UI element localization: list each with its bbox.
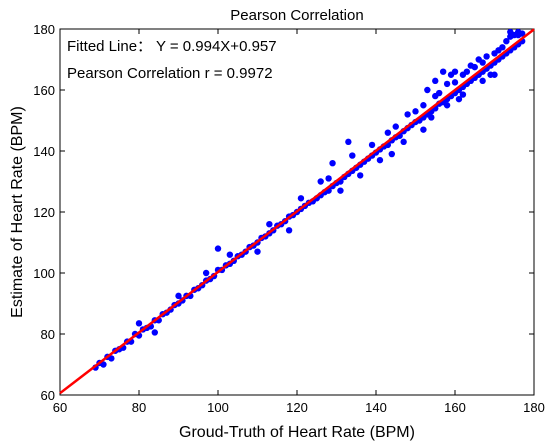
- data-point: [254, 248, 261, 255]
- data-point: [459, 71, 467, 78]
- data-point: [285, 227, 293, 234]
- data-point: [412, 108, 419, 115]
- data-point: [432, 92, 439, 100]
- data-point: [503, 38, 510, 45]
- y-tick-label: 180: [33, 22, 55, 37]
- x-tick-label: 160: [444, 400, 466, 415]
- data-point: [297, 195, 305, 202]
- data-point: [368, 141, 376, 149]
- data-point: [349, 152, 356, 159]
- x-tick-label: 120: [286, 400, 308, 415]
- data-point: [420, 102, 427, 109]
- data-point: [337, 187, 344, 194]
- y-tick-label: 140: [33, 144, 55, 159]
- data-point: [317, 178, 324, 185]
- data-point: [135, 320, 143, 327]
- data-point: [226, 251, 234, 258]
- data-point: [329, 160, 336, 167]
- data-point: [518, 30, 526, 37]
- data-point: [467, 62, 474, 69]
- pearson-r-annotation: Pearson Correlation r = 0.9972: [67, 65, 273, 82]
- data-point: [345, 138, 352, 146]
- data-point: [495, 47, 502, 54]
- data-point: [108, 355, 115, 362]
- data-point: [214, 245, 222, 252]
- data-point: [392, 123, 399, 130]
- data-point: [443, 102, 451, 109]
- data-point: [384, 129, 392, 136]
- data-point: [479, 77, 486, 85]
- data-point: [439, 68, 447, 75]
- data-point: [420, 126, 427, 133]
- data-point: [451, 79, 459, 86]
- data-point: [483, 53, 490, 60]
- fitted-line-annotation: Fitted Line： Y = 0.994X+0.957: [67, 38, 277, 55]
- data-point: [404, 111, 411, 118]
- data-point: [428, 114, 435, 121]
- y-tick-label: 80: [41, 327, 55, 342]
- chart-title: Pearson Correlation: [230, 7, 363, 24]
- x-tick-label: 140: [365, 400, 387, 415]
- x-tick-label: 60: [53, 400, 67, 415]
- data-point: [507, 28, 514, 36]
- x-tick-label: 100: [207, 400, 229, 415]
- data-point: [479, 59, 486, 66]
- x-tick-label: 180: [523, 400, 545, 415]
- data-point: [357, 172, 364, 179]
- data-point: [459, 91, 467, 98]
- y-tick-label: 60: [41, 388, 55, 403]
- data-point: [432, 77, 439, 85]
- data-point: [175, 292, 182, 300]
- y-axis-title: Estimate of Heart Rate (BPM): [9, 106, 26, 318]
- axis-ticks: 60 80 100 120 140 160 180 60 80 100 120 140 160 180: [33, 22, 545, 415]
- data-point: [451, 68, 459, 75]
- y-tick-label: 120: [33, 205, 55, 220]
- x-tick-label: 80: [132, 400, 146, 415]
- fitted-line: [59, 28, 535, 395]
- data-point: [424, 86, 431, 94]
- data-point: [455, 95, 463, 103]
- data-point: [151, 329, 158, 336]
- data-point: [388, 150, 395, 158]
- data-point: [325, 175, 332, 182]
- data-point: [487, 71, 494, 78]
- data-point: [266, 221, 273, 228]
- x-axis-title: Groud-Truth of Heart Rate (BPM): [179, 424, 415, 441]
- data-point: [376, 156, 384, 164]
- y-tick-label: 160: [33, 83, 55, 98]
- data-point: [202, 269, 210, 277]
- data-point: [400, 138, 407, 146]
- y-tick-label: 100: [33, 266, 55, 281]
- data-point: [100, 361, 107, 368]
- data-point: [443, 80, 451, 88]
